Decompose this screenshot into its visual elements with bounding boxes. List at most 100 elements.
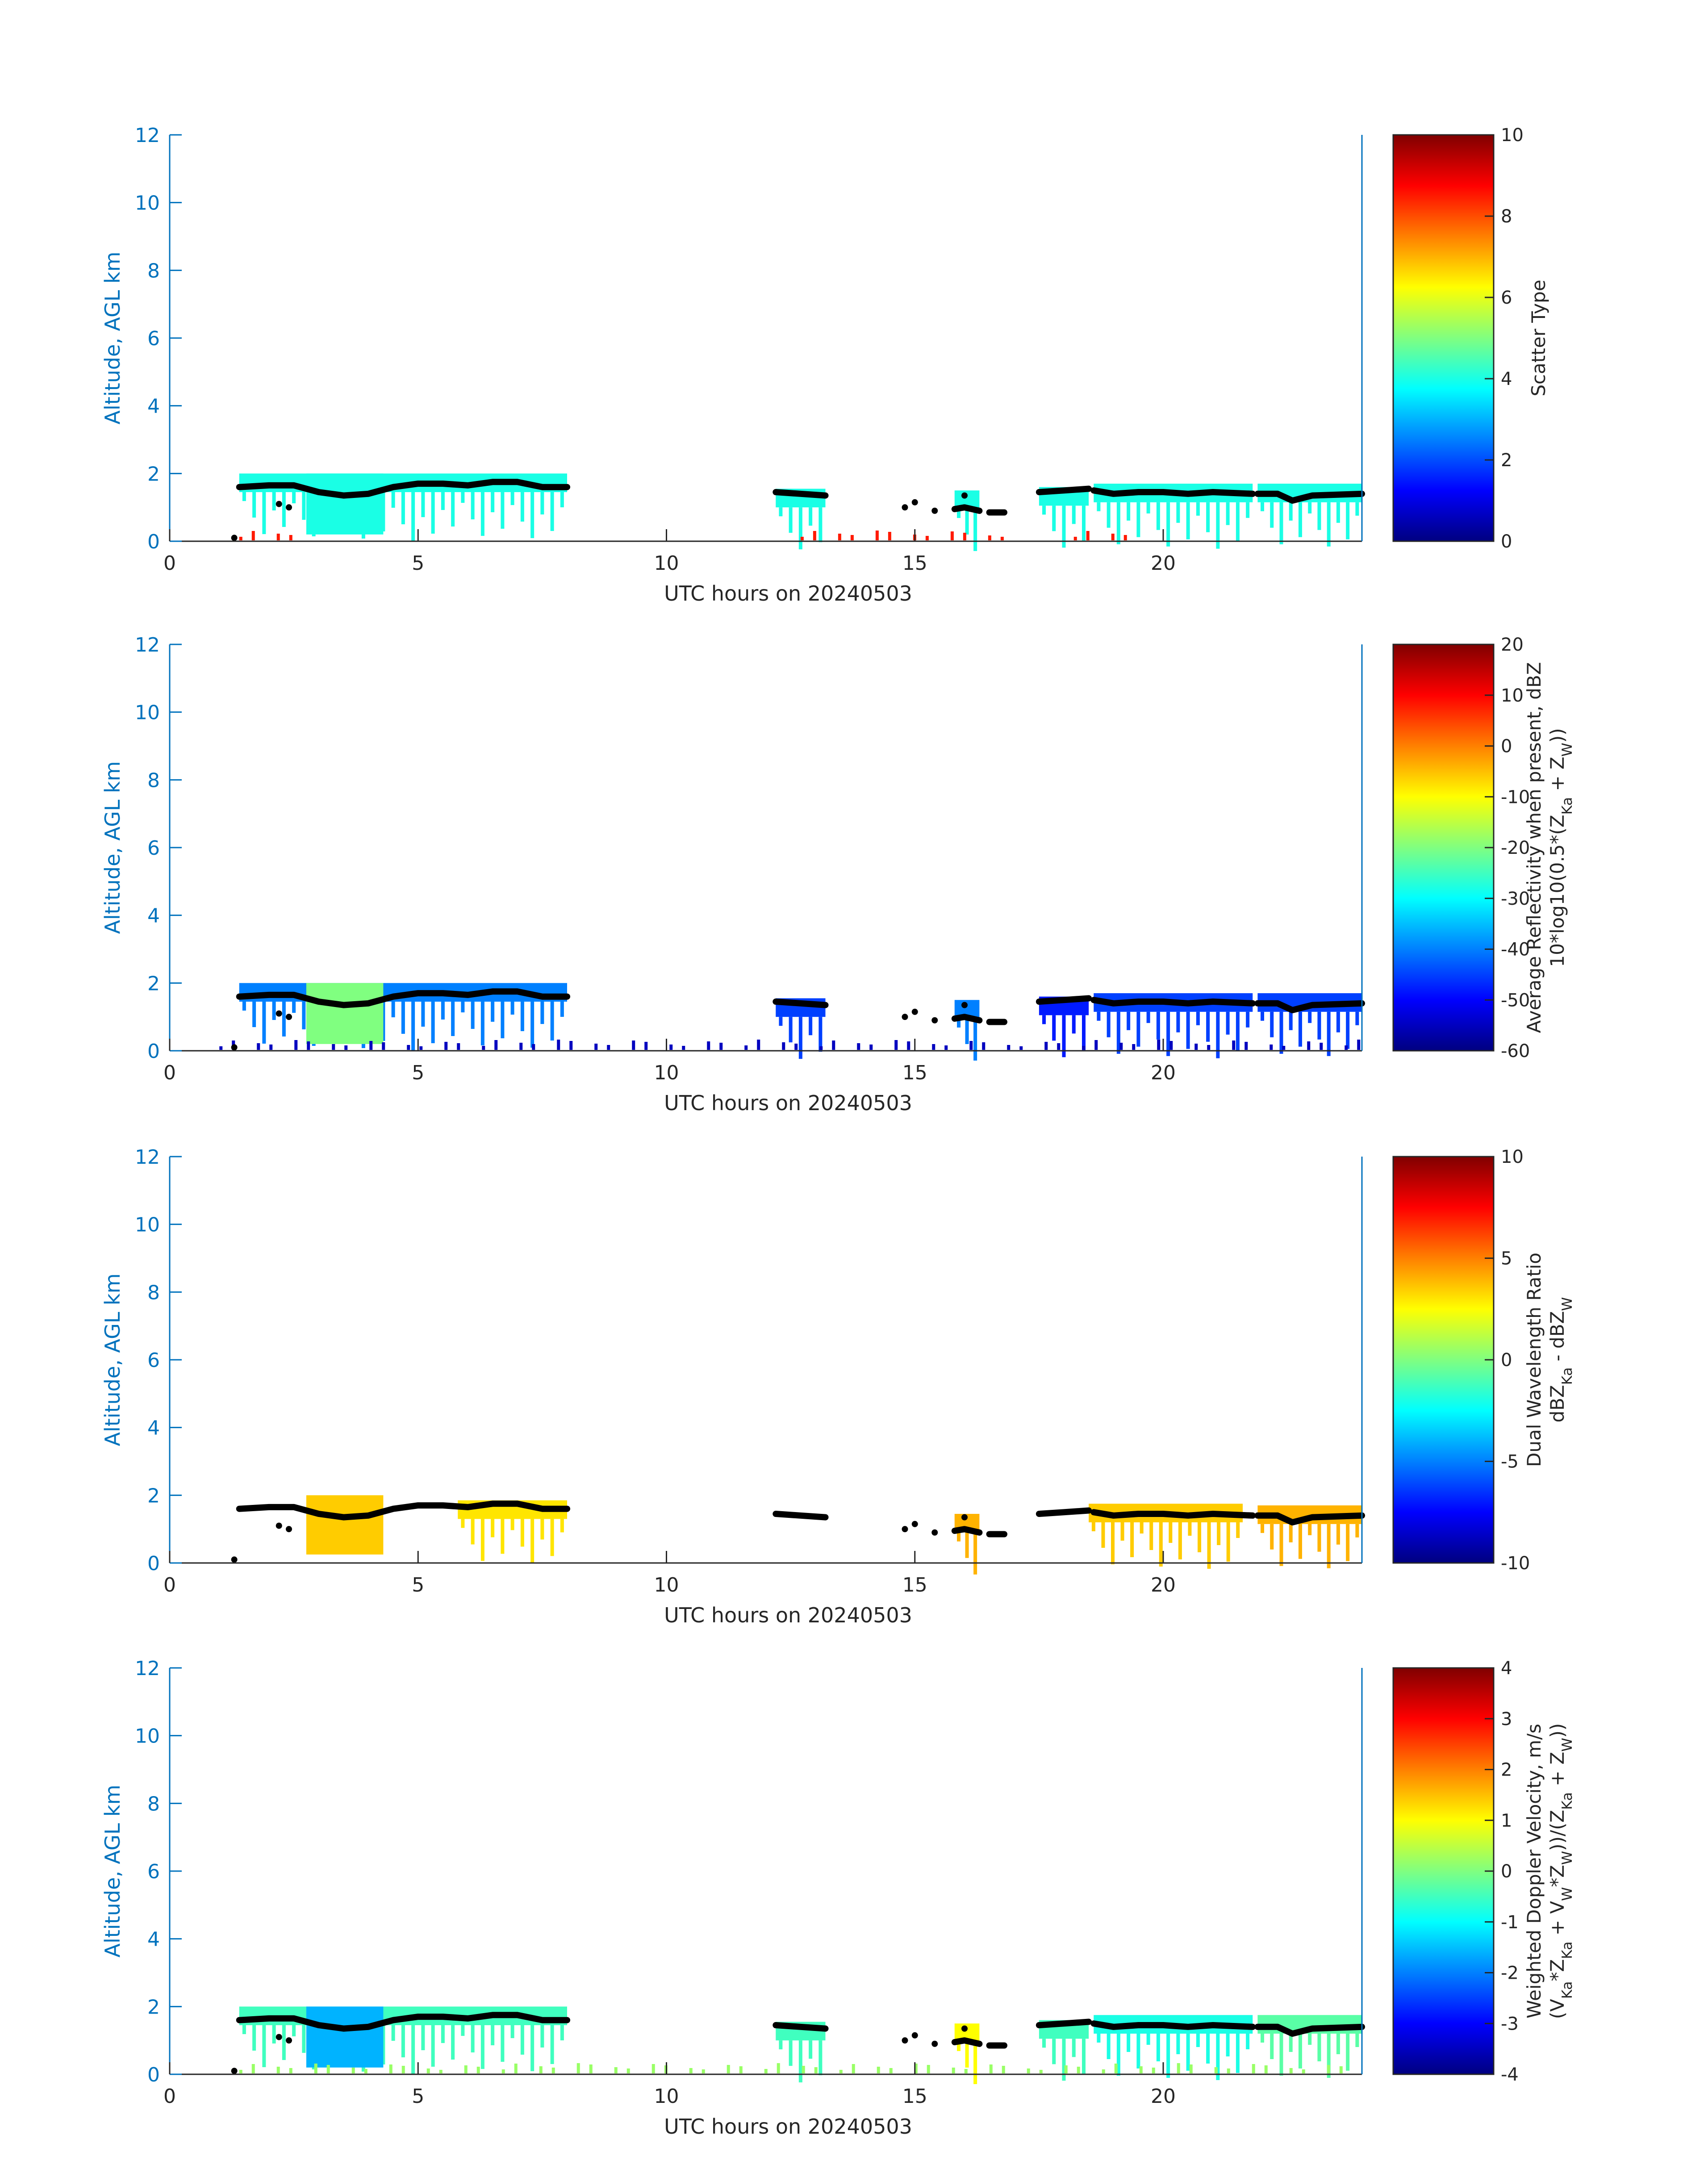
- virga-streak: [798, 1017, 802, 1059]
- virga-streak: [1166, 1011, 1170, 1056]
- cloud-base-line: [1090, 2020, 1256, 2030]
- cloud-base-point: [231, 2068, 238, 2074]
- virga-streak: [1317, 502, 1321, 530]
- virga-streak: [1186, 1011, 1190, 1049]
- clutter-mark: [932, 1044, 935, 1050]
- clutter-mark: [739, 2066, 743, 2073]
- clutter-mark: [1002, 2066, 1005, 2073]
- clutter-mark: [1111, 534, 1115, 540]
- virga-streak: [1062, 2039, 1066, 2081]
- clutter-mark: [744, 1045, 748, 1050]
- virga-streak: [461, 492, 465, 503]
- virga-streak: [1327, 2034, 1331, 2078]
- cloud-base: [231, 2012, 1365, 2074]
- clutter-mark: [764, 2069, 768, 2073]
- virga-streak: [1206, 2034, 1210, 2064]
- clutter-mark: [1232, 1040, 1236, 1050]
- colorbar-label: Weighted Doppler Velocity, m/s: [1523, 1724, 1545, 2018]
- virga-streak: [809, 1017, 813, 1036]
- virga-streak: [431, 492, 435, 534]
- virga-streak: [779, 507, 783, 517]
- virga-streak: [471, 1002, 475, 1029]
- virga-streak: [1166, 2034, 1170, 2078]
- clutter-mark: [1177, 2063, 1180, 2073]
- virga-streak: [520, 1519, 524, 1547]
- y-tick-label: 2: [147, 463, 160, 485]
- cloud-base-point: [911, 499, 918, 506]
- virga-streak: [973, 2042, 977, 2084]
- clutter-mark: [1252, 2064, 1255, 2073]
- virga-streak: [441, 492, 445, 510]
- cloud-base-line: [1036, 995, 1092, 1005]
- virga-streak: [501, 2025, 505, 2062]
- clutter-mark: [857, 1043, 860, 1050]
- clutter-mark: [989, 2064, 993, 2073]
- virga-streak: [1169, 1522, 1173, 1543]
- cloud-base-line: [1254, 2023, 1365, 2037]
- clutter-mark: [832, 1040, 835, 1050]
- virga-streak: [1116, 502, 1120, 544]
- cloud-base-line: [1036, 2018, 1092, 2028]
- virga-streak: [1246, 1011, 1250, 1028]
- x-tick-label: 5: [412, 1574, 424, 1596]
- colorbar-tick-label: 4: [1501, 1658, 1512, 1679]
- x-tick-label: 5: [412, 2085, 424, 2108]
- clutter-mark: [969, 1041, 973, 1050]
- clutter-mark: [814, 2067, 818, 2073]
- virga-streak: [1146, 502, 1150, 514]
- y-tick-label: 6: [147, 1349, 160, 1372]
- colorbar: 0 2 4 6 8 10 Scatter Type: [1392, 125, 1549, 552]
- virga-streak: [461, 2025, 465, 2036]
- virga-streak: [1097, 502, 1101, 511]
- cloud-base-point: [231, 1044, 238, 1051]
- clutter-mark: [482, 1046, 485, 1050]
- y-tick-label: 2: [147, 1484, 160, 1507]
- clutter-mark: [952, 2068, 955, 2073]
- y-tick-label: 8: [147, 769, 160, 792]
- virga-streak: [1052, 2039, 1056, 2064]
- clutter-mark: [1189, 2064, 1193, 2073]
- clutter-mark: [1302, 2069, 1305, 2073]
- clutter-mark: [1207, 1045, 1211, 1050]
- virga-streak: [480, 2025, 484, 2069]
- virga-streak: [1346, 502, 1350, 539]
- virga-streak: [1226, 502, 1230, 525]
- y-tick-label: 2: [147, 1996, 160, 2018]
- virga-streak: [1346, 1011, 1350, 1049]
- colorbar-tick-label: 20: [1501, 635, 1524, 655]
- virga-streak: [252, 1002, 256, 1028]
- virga-streak: [957, 509, 961, 518]
- x-tick-label: 10: [654, 1574, 679, 1596]
- virga-streak: [431, 1002, 435, 1044]
- virga-streak: [1279, 2034, 1283, 2076]
- colorbar-label: (VKa*ZKa + VW*ZW))/(ZKa + ZW)): [1546, 1723, 1575, 2019]
- x-tick-label: 15: [902, 1061, 927, 1084]
- x-tick-label: 20: [1151, 552, 1176, 575]
- virga-streak: [1091, 1522, 1095, 1531]
- virga-streak: [1236, 2034, 1240, 2073]
- virga-streak: [1156, 1011, 1160, 1040]
- virga-streak: [451, 1002, 455, 1036]
- virga-streak: [510, 1002, 514, 1015]
- virga-streak: [1107, 2034, 1111, 2059]
- virga-streak: [471, 492, 475, 520]
- virga-streak: [520, 492, 524, 522]
- cloud-base-point: [276, 1010, 282, 1017]
- y-tick-label: 10: [135, 192, 160, 215]
- colorbar-label: Scatter Type: [1528, 280, 1549, 396]
- virga-streak: [491, 492, 495, 513]
- x-tick-label: 15: [902, 2085, 927, 2108]
- virga-streak: [1062, 506, 1066, 548]
- clutter-mark: [519, 1043, 523, 1050]
- virga-streak: [1298, 2034, 1302, 2068]
- clutter-mark: [1214, 2067, 1218, 2073]
- clutter-mark: [1027, 2068, 1030, 2073]
- clutter-mark: [1157, 1040, 1161, 1050]
- clutter-mark: [800, 537, 804, 540]
- virga-streak: [1289, 1524, 1293, 1542]
- cloud-base-line: [1090, 1509, 1256, 1519]
- precip-column: [306, 1495, 384, 1555]
- clutter-mark: [251, 2064, 255, 2073]
- virga-streak: [282, 2025, 286, 2060]
